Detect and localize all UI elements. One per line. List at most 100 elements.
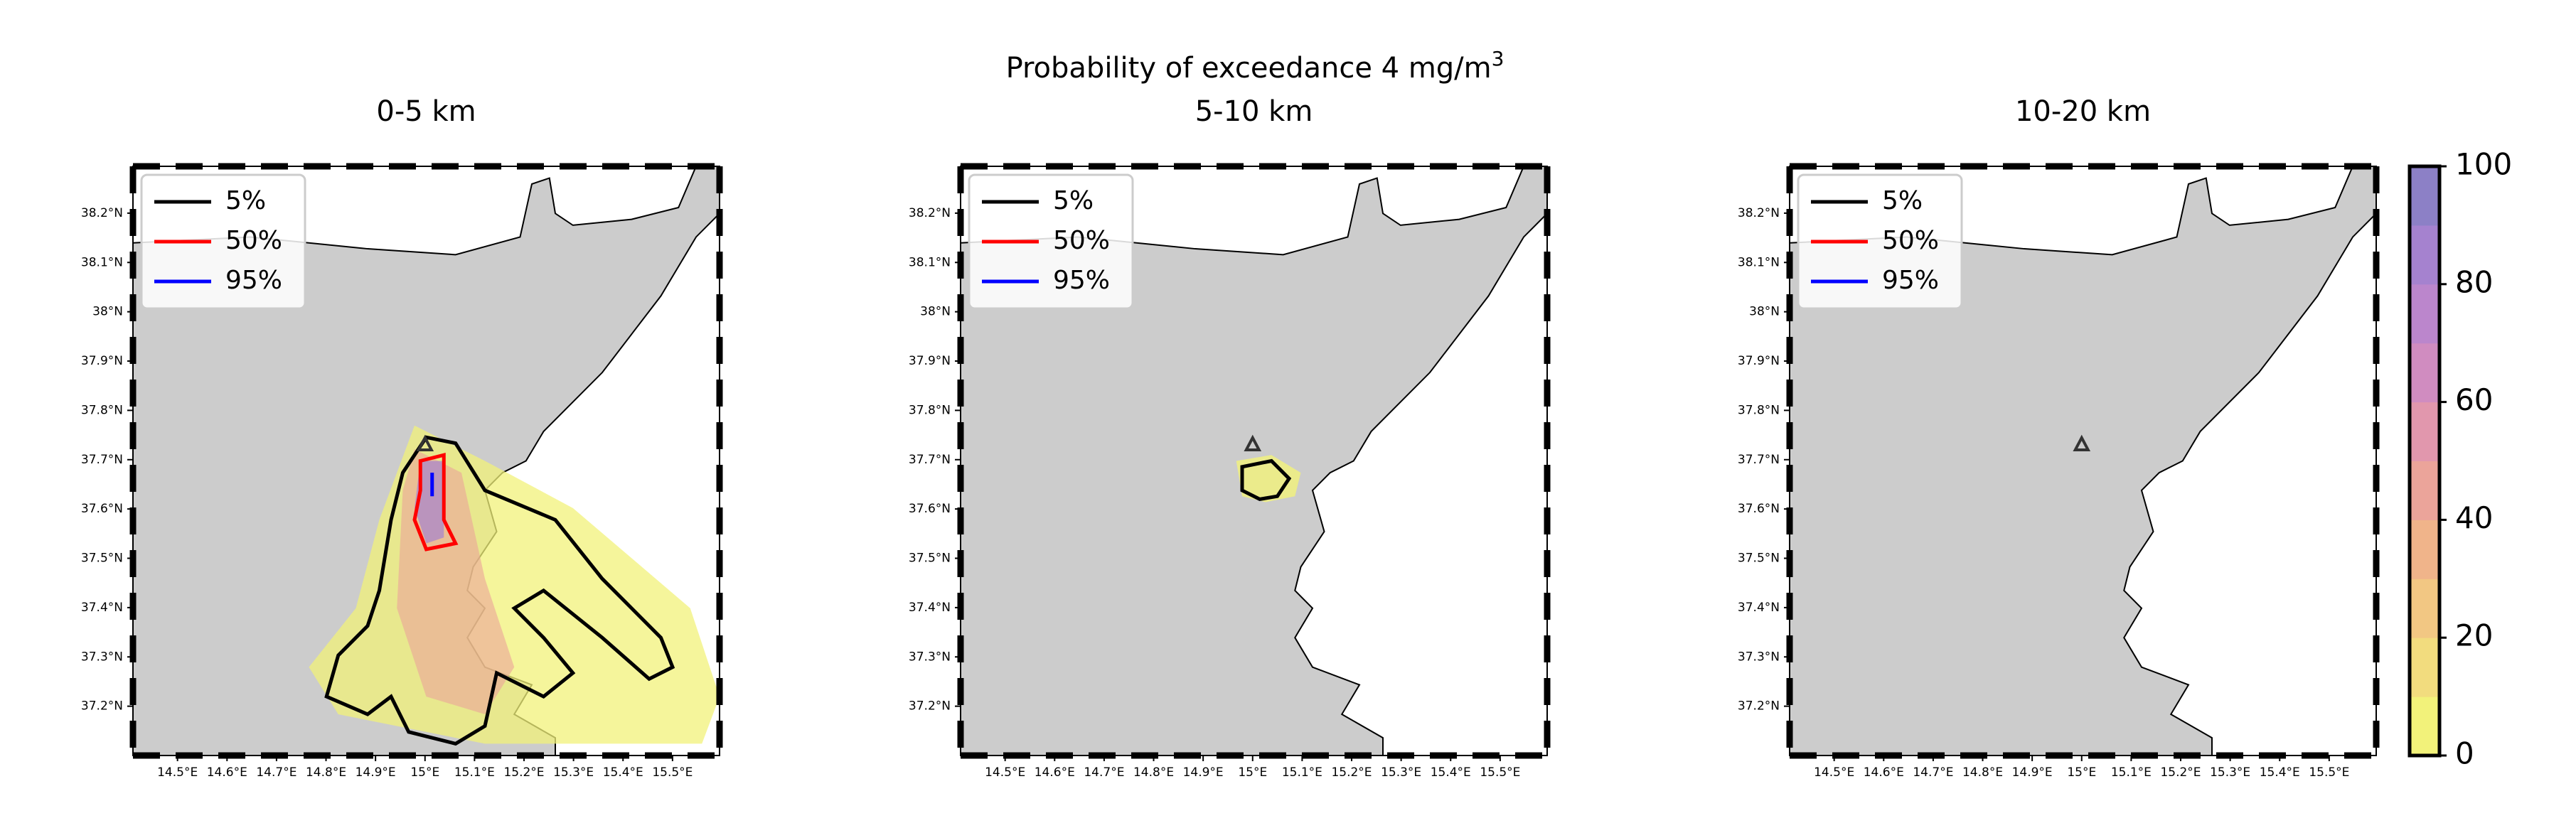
lon-tick-label: 15.4°E [2260,765,2300,780]
colorbar-tick-label: 20 [2455,618,2493,653]
colorbar-segment [2410,284,2439,344]
lat-tick-label: 37.5°N [1738,552,1780,566]
lat-tick-label: 37.7°N [909,453,951,467]
lat-tick-label: 37.4°N [909,601,951,615]
lat-tick-label: 37.2°N [81,699,123,714]
legend-box [1797,173,1963,310]
lon-tick-label: 15.4°E [1431,765,1471,780]
lat-tick-label: 37.3°N [909,650,951,664]
lat-tick-label: 38°N [1749,305,1780,319]
lat-tick-label: 37.8°N [909,403,951,417]
suptitle-sup: 3 [1492,47,1505,70]
legend-label: 50% [225,226,282,255]
lon-tick-label: 14.5°E [985,765,1025,780]
contour-50 [412,453,459,552]
lat-tick-label: 37.9°N [81,354,123,368]
lat-tick-label: 37.5°N [909,552,951,566]
colorbar-tick-label: 80 [2455,264,2493,299]
legend-label: 95% [1882,266,1939,295]
lon-tick-label: 15.1°E [2111,765,2152,780]
lat-tick-label: 37.7°N [81,453,123,467]
lon-tick-label: 15.2°E [2160,765,2201,780]
lon-tick-label: 14.6°E [207,765,247,780]
plume-low [1236,455,1301,502]
colorbar-segment [2410,461,2439,520]
lat-tick-label: 38.2°N [1738,206,1780,220]
lat-tick-label: 37.8°N [81,403,123,417]
lon-tick-label: 15.5°E [1480,765,1520,780]
lon-tick-label: 15.2°E [503,765,544,780]
lon-tick-label: 15.2°E [1331,765,1372,780]
lat-tick-label: 37.8°N [1738,403,1780,417]
legend-label: 95% [225,266,282,295]
vent [1244,434,1262,451]
legend-label: 5% [225,186,266,215]
lon-tick-label: 14.9°E [1183,765,1224,780]
legend-label: 50% [1053,226,1110,255]
colorbar-tick-label: 0 [2455,736,2474,771]
lon-tick-label: 15.1°E [1282,765,1322,780]
panel-title: 5-10 km [1195,95,1313,128]
lat-tick-label: 37.3°N [81,650,123,664]
frame [1789,166,2377,756]
legend-box [140,173,306,310]
lon-tick-label: 15°E [410,765,439,780]
lon-tick-label: 15.3°E [1381,765,1421,780]
colorbar-segment [2410,697,2439,756]
lon-tick-label: 15.1°E [454,765,495,780]
lat-tick-label: 37.2°N [1738,699,1780,714]
lat-tick-label: 37.6°N [1738,502,1780,516]
lon-tick-label: 14.6°E [1035,765,1075,780]
lon-tick-label: 14.8°E [306,765,346,780]
lat-tick-label: 37.6°N [909,502,951,516]
panel-title: 10-20 km [2015,95,2151,128]
lat-tick-label: 37.6°N [81,502,123,516]
lat-tick-label: 38°N [920,305,951,319]
lat-tick-label: 37.4°N [1738,601,1780,615]
lat-tick-label: 38.1°N [1738,255,1780,269]
coastline [960,166,1548,756]
lon-tick-label: 15°E [1238,765,1267,780]
colorbar-segment [2410,225,2439,285]
legend-label: 5% [1053,186,1094,215]
legend-label: 5% [1882,186,1923,215]
lon-tick-label: 15.5°E [652,765,693,780]
lat-tick-label: 38.2°N [909,206,951,220]
lat-tick-label: 37.5°N [81,552,123,566]
legend-label: 95% [1053,266,1110,295]
lat-tick-label: 37.9°N [909,354,951,368]
lon-tick-label: 14.9°E [2012,765,2053,780]
colorbar-tick-label: 60 [2455,382,2493,417]
suptitle: Probability of exceedance 4 mg/m3 [1006,47,1505,85]
lon-tick-label: 14.6°E [1864,765,1904,780]
lon-tick-label: 14.7°E [256,765,296,780]
lon-tick-label: 15.5°E [2309,765,2349,780]
lon-tick-label: 15°E [2067,765,2096,780]
vent [416,434,434,451]
frame [960,166,1548,756]
lat-tick-label: 37.7°N [1738,453,1780,467]
vent [2073,434,2091,451]
colorbar-tick-label: 40 [2455,500,2493,535]
legend-label: 50% [1882,226,1939,255]
lon-tick-label: 15.3°E [2210,765,2250,780]
contour-5 [324,435,675,746]
colorbar-segment [2410,579,2439,638]
lat-tick-label: 37.3°N [1738,650,1780,664]
colorbar-segment [2410,520,2439,579]
lon-tick-label: 14.9°E [356,765,396,780]
panel-title: 0-5 km [376,95,476,128]
lon-tick-label: 14.7°E [1084,765,1124,780]
colorbar-segment [2410,166,2439,226]
lat-tick-label: 38°N [92,305,123,319]
lat-tick-label: 37.9°N [1738,354,1780,368]
lat-tick-label: 38.1°N [81,255,123,269]
suptitle-text: Probability of exceedance 4 mg/m [1006,52,1492,85]
legend-box [968,173,1134,310]
lat-tick-label: 38.2°N [81,206,123,220]
lon-tick-label: 14.7°E [1913,765,1953,780]
lon-tick-label: 15.3°E [553,765,594,780]
lon-tick-label: 14.8°E [1962,765,2003,780]
frame [132,166,720,756]
